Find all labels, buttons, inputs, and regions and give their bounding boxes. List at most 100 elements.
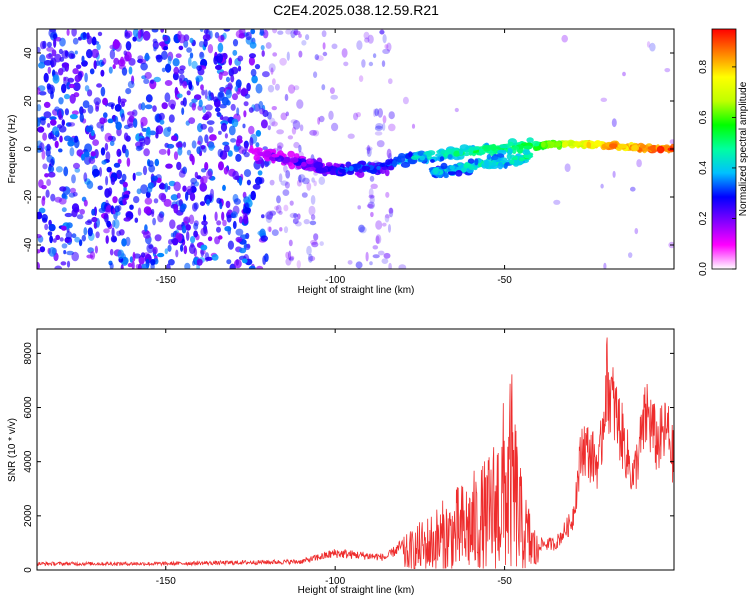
spectrogram-noise-mark <box>250 29 256 35</box>
spectrogram-noise-mark <box>185 224 191 231</box>
spectrogram-noise-mark <box>223 29 231 32</box>
spectrogram-signal-mark <box>444 172 449 177</box>
spectrogram-noise-mark <box>63 93 71 100</box>
spectrogram-noise-mark <box>167 55 172 65</box>
spectrogram-noise-mark <box>144 104 153 110</box>
spectrogram-noise-mark <box>66 81 71 90</box>
spectrogram-noise-mark <box>274 83 280 91</box>
spectrogram-noise-mark <box>386 148 392 159</box>
spectrogram-signal-mark <box>506 147 513 155</box>
spectrogram-noise-mark <box>41 185 47 190</box>
spectrogram-signal-mark <box>453 156 461 161</box>
spectrogram-noise-mark <box>278 173 283 183</box>
spectrogram-noise-mark <box>118 151 122 156</box>
spectrogram-noise-mark <box>284 181 290 189</box>
spectrogram-noise-mark <box>52 126 59 136</box>
spectrogram-signal-mark <box>594 140 602 148</box>
spectrogram-noise-mark <box>252 183 261 190</box>
spectrogram-noise-mark <box>48 247 57 257</box>
spectrogram-noise-mark <box>231 118 239 128</box>
spectrogram-noise-mark <box>297 213 301 220</box>
spectrogram-noise-mark <box>179 78 183 86</box>
spectrogram-noise-mark <box>111 227 115 237</box>
spectrogram-noise-mark <box>131 260 135 269</box>
spectrogram-noise-mark <box>37 234 42 239</box>
spectrogram-noise-mark <box>46 123 51 128</box>
spectrogram-noise-mark <box>377 250 385 256</box>
spectrogram-noise-mark <box>207 44 214 54</box>
spectrogram-noise-mark <box>150 79 154 84</box>
spectrogram-signal-mark <box>467 158 475 164</box>
spectrogram-noise-mark <box>125 41 132 51</box>
spectrogram-noise-mark <box>133 196 140 204</box>
spectrogram-noise-mark <box>248 125 255 135</box>
spectrogram-noise-mark <box>122 194 130 199</box>
spectrogram-noise-mark <box>209 134 217 141</box>
spectrogram-noise-mark <box>600 183 604 189</box>
spectrogram-noise-mark <box>353 112 359 121</box>
spectrogram-noise-mark <box>277 30 284 35</box>
spectrogram-noise-mark <box>79 113 85 123</box>
spectrogram-noise-mark <box>367 201 375 210</box>
spectrogram-noise-mark <box>79 208 85 215</box>
spectrogram-noise-mark <box>109 262 114 269</box>
spectrogram-noise-mark <box>82 100 90 109</box>
spectrogram-noise-mark <box>238 216 243 224</box>
spectrogram-noise-mark <box>113 219 120 229</box>
spectrogram-noise-mark <box>249 53 256 59</box>
spectrogram-noise-mark <box>207 236 213 242</box>
spectrogram-signal-mark <box>356 170 365 178</box>
spectrogram-noise-mark <box>101 160 107 165</box>
spectrogram-noise-mark <box>167 244 172 252</box>
spectrogram-noise-mark <box>271 121 278 127</box>
spectrogram-noise-mark <box>97 185 103 191</box>
spectrogram-noise-mark <box>117 158 122 165</box>
spectrogram-noise-mark <box>37 249 41 254</box>
spectrogram-signal-mark <box>325 162 333 167</box>
spectrogram-noise-mark <box>274 205 279 211</box>
spectrogram-noise-mark <box>208 90 212 97</box>
spectrogram-signal-mark <box>468 165 475 170</box>
spectrogram-noise-mark <box>242 258 248 264</box>
spectrogram-noise-mark <box>140 102 146 111</box>
spectrogram-signal-mark <box>376 165 381 170</box>
spectrogram-noise-mark <box>41 214 48 222</box>
spectrogram-noise-mark <box>255 83 263 94</box>
spectrogram-signal-mark <box>531 140 541 147</box>
spectrogram-noise-mark <box>164 80 173 86</box>
spectrogram-noise-mark <box>269 210 277 216</box>
spectrogram-noise-mark <box>46 179 51 186</box>
spectrogram-noise-mark <box>260 119 268 129</box>
spectrogram-noise-mark <box>135 145 143 152</box>
spectrogram-noise-mark <box>329 87 335 94</box>
spectrogram-noise-mark <box>193 202 199 210</box>
spectrogram-signal-mark <box>449 165 455 170</box>
spectrogram-noise-mark <box>246 179 251 186</box>
spectrogram-noise-mark <box>168 114 175 123</box>
spectrogram-noise-mark <box>106 220 112 228</box>
spectrogram-noise-mark <box>100 69 105 77</box>
spectrogram-noise-mark <box>87 104 94 114</box>
spectrogram-noise-mark <box>182 97 187 107</box>
spectrogram-signal-mark <box>617 143 628 149</box>
spectrogram-noise-mark <box>140 62 148 71</box>
spectrogram-noise-mark <box>561 34 568 43</box>
spectrogram-noise-mark <box>171 135 178 142</box>
spectrogram-noise-mark <box>66 29 70 36</box>
spectrogram-noise-mark <box>317 117 321 125</box>
spectrogram-noise-mark <box>310 214 316 221</box>
spectrogram-noise-mark <box>178 68 185 75</box>
spectrogram-noise-mark <box>375 123 384 129</box>
spectrogram-noise-mark <box>210 188 214 199</box>
spectrogram-noise-mark <box>382 115 387 124</box>
spectrogram-noise-mark <box>121 238 127 247</box>
spectrogram-noise-mark <box>289 212 298 219</box>
spectrogram-noise-mark <box>67 140 75 147</box>
spectrogram-signal-mark <box>253 154 260 161</box>
snr-series-line <box>37 337 674 569</box>
spectrogram-noise-mark <box>188 81 193 90</box>
spectrogram-noise-mark <box>134 217 139 223</box>
spectrogram-noise-mark <box>95 60 100 67</box>
spectrogram-noise-mark <box>90 151 96 157</box>
spectrogram-noise-mark <box>69 93 76 104</box>
